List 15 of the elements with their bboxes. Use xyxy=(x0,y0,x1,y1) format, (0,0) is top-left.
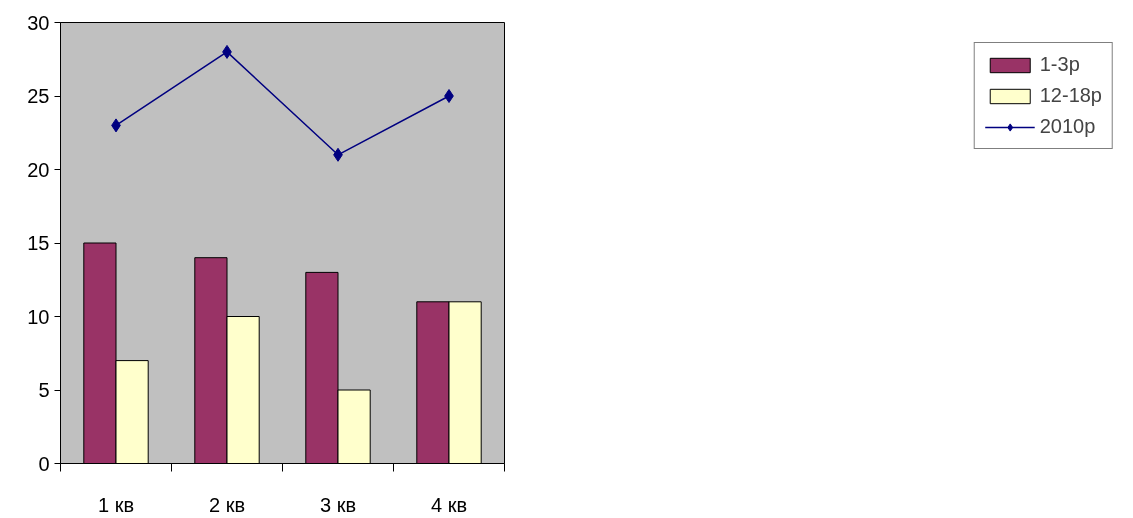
point xyxy=(444,89,454,103)
legend-label: 12-18р xyxy=(1039,84,1102,107)
x-tick-label: 3 кв xyxy=(319,493,357,516)
legend-label: 2010р xyxy=(1039,115,1096,138)
y-tick-label: 5 xyxy=(38,379,50,401)
y-tick-label: 25 xyxy=(27,85,50,107)
y-tick-label: 0 xyxy=(38,452,50,475)
x-tick-label: 4 кв xyxy=(430,493,468,516)
legend-label: 1-3р xyxy=(1039,53,1080,76)
x-tick-label: 2 кв xyxy=(208,493,246,516)
y-tick-label: 30 xyxy=(27,11,50,34)
y-tick-label: 10 xyxy=(27,305,50,328)
y-tick-label: 20 xyxy=(27,158,50,181)
x-tick-label: 1 кв xyxy=(97,493,135,516)
y-tick-label: 15 xyxy=(27,232,50,254)
